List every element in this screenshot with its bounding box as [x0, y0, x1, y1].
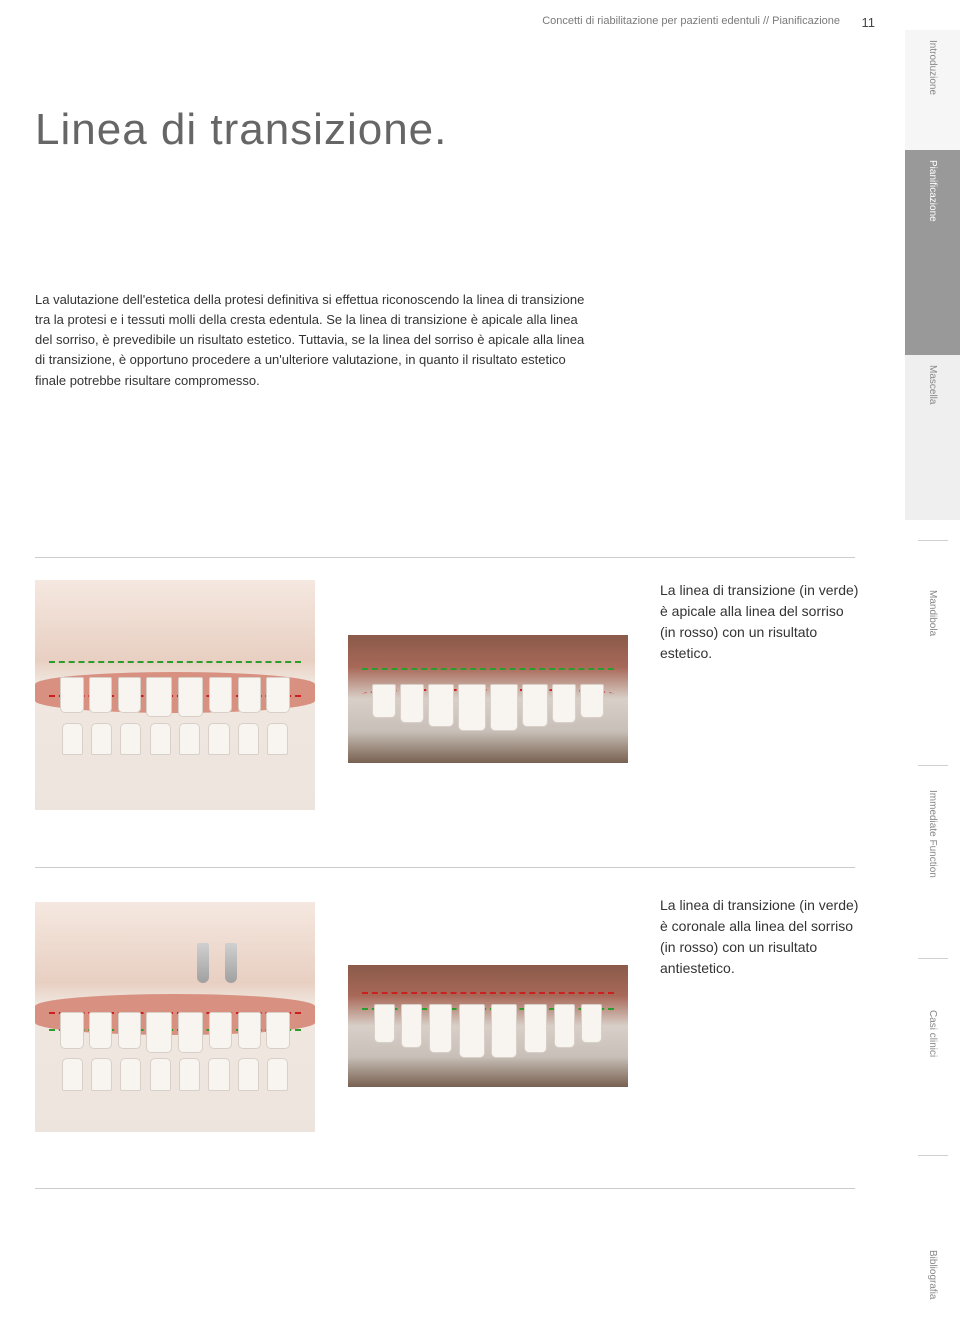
sidebar-label: Pianificazione [927, 160, 938, 222]
sidebar-label: Casi clinici [927, 1010, 938, 1057]
divider [35, 867, 855, 868]
sidebar-navigation: Introduzione Pianificazione Mascella Man… [905, 0, 960, 1334]
figure-caption-1: La linea di transizione (in verde) è api… [660, 580, 860, 664]
sidebar-item-introduzione[interactable]: Introduzione [905, 30, 960, 150]
sidebar-item-pianificazione[interactable]: Pianificazione [905, 150, 960, 355]
figure-photo-unaesthetic [348, 965, 628, 1087]
figure-illustration-aesthetic [35, 580, 315, 810]
figure-caption-2: La linea di transizione (in verde) è cor… [660, 895, 860, 979]
sidebar-label: Mandibola [927, 590, 938, 636]
sidebar-item-immediate-function[interactable]: Immediate Function [905, 780, 960, 935]
sidebar-label: Introduzione [927, 40, 938, 95]
divider [35, 557, 855, 558]
intro-paragraph: La valutazione dell'estetica della prote… [35, 290, 595, 391]
sidebar-label: Immediate Function [927, 790, 938, 878]
sidebar-label: Bibliografia [927, 1250, 938, 1299]
page-title: Linea di transizione. [35, 105, 447, 155]
sidebar-item-bibliografia[interactable]: Bibliografia [905, 1240, 960, 1330]
sidebar-item-casi-clinici[interactable]: Casi clinici [905, 1000, 960, 1130]
figure-illustration-unaesthetic [35, 902, 315, 1132]
breadcrumb: Concetti di riabilitazione per pazienti … [542, 15, 840, 27]
page-number: 11 [862, 15, 876, 30]
sidebar-item-mascella[interactable]: Mascella [905, 355, 960, 520]
sidebar-item-mandibola[interactable]: Mandibola [905, 580, 960, 750]
figure-photo-aesthetic [348, 635, 628, 763]
sidebar-label: Mascella [927, 365, 938, 404]
divider [35, 1188, 855, 1189]
